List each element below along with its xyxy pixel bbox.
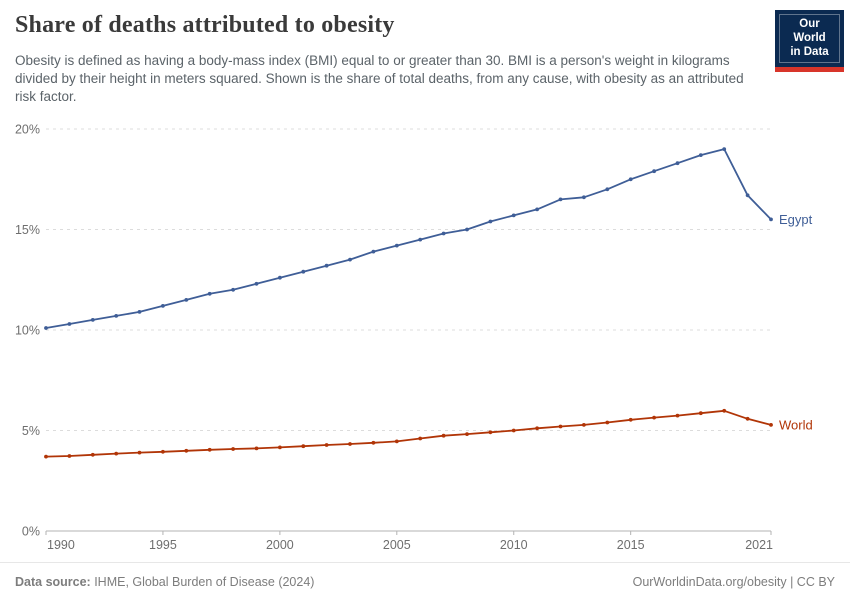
data-source-value: IHME, Global Burden of Disease (2024) bbox=[90, 574, 315, 589]
series-world: World bbox=[44, 408, 813, 459]
data-point[interactable] bbox=[184, 298, 189, 302]
data-point[interactable] bbox=[394, 243, 399, 248]
gridlines: 0% 5% 10% 15% 20% bbox=[15, 123, 771, 539]
data-point[interactable] bbox=[558, 424, 563, 429]
owid-logo-accent-bar bbox=[775, 67, 844, 73]
data-point[interactable] bbox=[628, 177, 633, 182]
data-point[interactable] bbox=[254, 281, 259, 286]
data-point[interactable] bbox=[605, 187, 610, 192]
data-point[interactable] bbox=[675, 161, 680, 166]
chart-subtitle: Obesity is defined as having a body-mass… bbox=[15, 53, 744, 104]
series-end-label: Egypt bbox=[779, 212, 813, 227]
data-point[interactable] bbox=[137, 310, 142, 314]
data-point[interactable] bbox=[675, 413, 680, 418]
data-point[interactable] bbox=[558, 197, 563, 202]
data-point[interactable] bbox=[44, 454, 48, 459]
chart-footer: Data source: IHME, Global Burden of Dise… bbox=[0, 562, 850, 600]
data-point[interactable] bbox=[90, 452, 95, 457]
data-point[interactable] bbox=[301, 269, 306, 274]
x-axis: 1990 1995 2000 2005 2010 2015 2021 bbox=[45, 531, 773, 552]
data-point[interactable] bbox=[418, 237, 423, 242]
data-point[interactable] bbox=[67, 322, 72, 326]
owid-logo-box: Our World in Data bbox=[775, 10, 844, 68]
data-point[interactable] bbox=[488, 219, 493, 224]
owid-logo-line2: in Data bbox=[790, 45, 829, 58]
x-tick-label: 1990 bbox=[47, 538, 75, 552]
data-point[interactable] bbox=[465, 432, 469, 436]
series-end-label: World bbox=[779, 417, 813, 432]
data-point[interactable] bbox=[161, 304, 165, 308]
data-point[interactable] bbox=[184, 448, 189, 453]
data-point[interactable] bbox=[371, 249, 376, 254]
data-source-label: Data source: bbox=[15, 574, 91, 589]
series-egypt: Egypt bbox=[44, 147, 813, 330]
data-point[interactable] bbox=[722, 408, 727, 413]
data-point[interactable] bbox=[535, 426, 539, 431]
data-point[interactable] bbox=[231, 447, 236, 451]
data-point[interactable] bbox=[161, 449, 165, 454]
data-point[interactable] bbox=[278, 445, 282, 450]
data-point[interactable] bbox=[628, 417, 633, 422]
data-point[interactable] bbox=[698, 153, 703, 158]
y-tick-label: 15% bbox=[15, 223, 40, 237]
owid-logo-line1: Our World bbox=[793, 18, 826, 44]
x-tick-label: 2010 bbox=[500, 538, 528, 552]
footer-license-link[interactable]: OurWorldinData.org/obesity | CC BY bbox=[632, 574, 835, 589]
data-point[interactable] bbox=[769, 217, 773, 222]
y-tick-label: 5% bbox=[22, 424, 40, 438]
y-tick-label: 20% bbox=[15, 123, 40, 137]
data-point[interactable] bbox=[371, 440, 376, 445]
data-point[interactable] bbox=[511, 213, 516, 218]
data-source: Data source: IHME, Global Burden of Dise… bbox=[15, 575, 314, 589]
series-line bbox=[45, 148, 772, 329]
data-point[interactable] bbox=[114, 451, 119, 456]
data-point[interactable] bbox=[301, 444, 306, 449]
data-point[interactable] bbox=[394, 439, 399, 444]
data-point[interactable] bbox=[582, 195, 586, 200]
data-point[interactable] bbox=[745, 416, 750, 421]
data-point[interactable] bbox=[605, 420, 610, 425]
data-point[interactable] bbox=[652, 169, 656, 174]
data-point[interactable] bbox=[207, 291, 212, 296]
chart-title: Share of deaths attributed to obesity bbox=[15, 12, 395, 38]
data-point[interactable] bbox=[278, 275, 282, 280]
data-point[interactable] bbox=[722, 147, 727, 152]
data-point[interactable] bbox=[207, 447, 212, 452]
y-tick-label: 10% bbox=[15, 324, 40, 338]
data-point[interactable] bbox=[745, 193, 750, 198]
data-point[interactable] bbox=[67, 454, 72, 458]
data-point[interactable] bbox=[441, 231, 446, 236]
x-tick-label: 2000 bbox=[266, 538, 294, 552]
data-point[interactable] bbox=[769, 423, 773, 427]
x-tick-label: 2021 bbox=[745, 538, 773, 552]
data-point[interactable] bbox=[44, 326, 48, 330]
data-point[interactable] bbox=[254, 446, 259, 451]
data-point[interactable] bbox=[137, 450, 142, 455]
data-point[interactable] bbox=[114, 314, 119, 318]
data-point[interactable] bbox=[231, 287, 236, 292]
data-point[interactable] bbox=[348, 442, 352, 446]
data-point[interactable] bbox=[324, 263, 329, 268]
series-line bbox=[45, 409, 772, 458]
data-point[interactable] bbox=[488, 430, 493, 435]
data-point[interactable] bbox=[90, 318, 95, 322]
data-point[interactable] bbox=[324, 443, 329, 447]
owid-logo-text: Our World in Data bbox=[779, 14, 840, 64]
data-point[interactable] bbox=[418, 436, 423, 441]
y-tick-label: 0% bbox=[22, 525, 40, 539]
data-point[interactable] bbox=[698, 411, 703, 416]
data-point[interactable] bbox=[465, 227, 469, 232]
data-point[interactable] bbox=[511, 428, 516, 433]
x-tick-label: 2005 bbox=[383, 538, 411, 552]
data-point[interactable] bbox=[652, 415, 656, 420]
data-point[interactable] bbox=[348, 257, 352, 262]
owid-logo[interactable]: Our World in Data bbox=[775, 10, 844, 73]
x-tick-label: 1995 bbox=[149, 538, 177, 552]
data-point[interactable] bbox=[535, 207, 539, 212]
data-point[interactable] bbox=[582, 423, 586, 427]
data-point[interactable] bbox=[441, 433, 446, 438]
x-tick-label: 2015 bbox=[617, 538, 645, 552]
